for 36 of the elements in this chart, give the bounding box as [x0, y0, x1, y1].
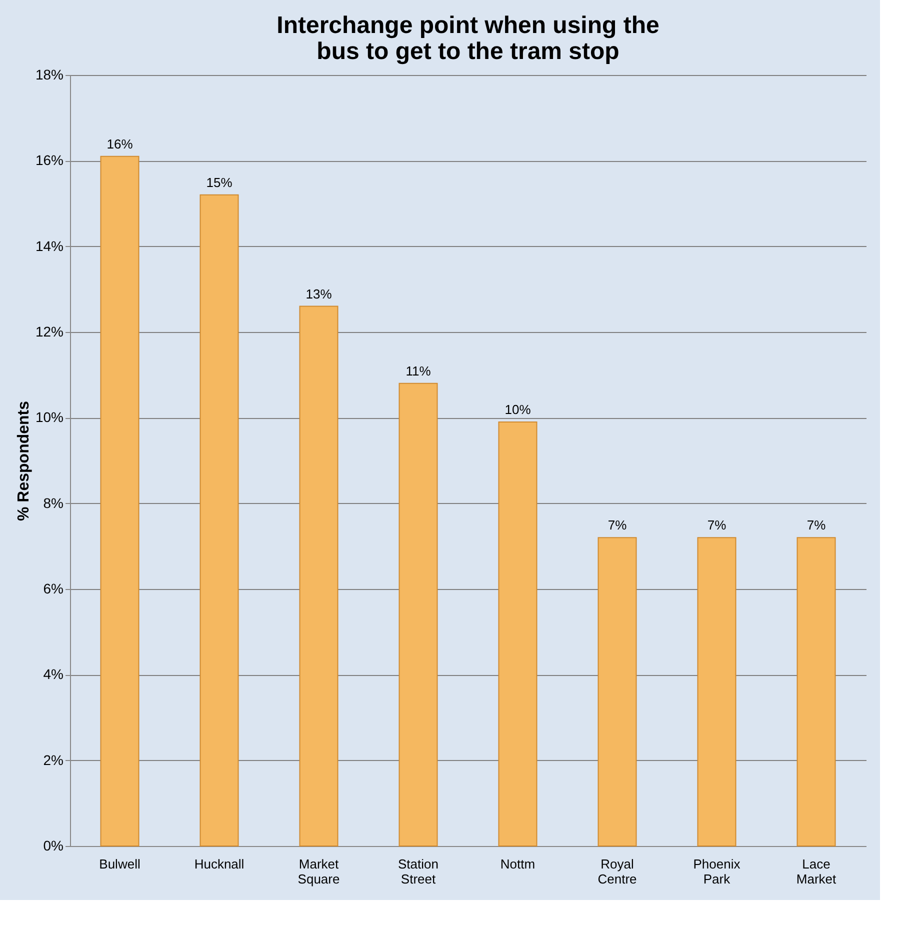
y-tick-label: 4% — [43, 666, 64, 682]
data-label: 16% — [106, 136, 134, 152]
y-tick-label: 14% — [35, 238, 64, 254]
chart-title: Interchange point when using the bus to get to the tram stop — [276, 12, 660, 65]
bar — [498, 421, 538, 846]
bar — [598, 537, 637, 846]
x-tick-label: Hucknall — [194, 856, 244, 872]
y-tick-label: 12% — [35, 324, 64, 340]
data-label: 7% — [806, 518, 826, 533]
bar — [697, 537, 736, 846]
y-tick-label: 8% — [43, 494, 64, 511]
y-tick-label: 2% — [43, 752, 64, 768]
x-tick-label: Royal Centre — [598, 856, 637, 886]
y-tick-label: 16% — [35, 152, 64, 168]
data-label: 13% — [306, 286, 332, 302]
data-label: 7% — [608, 518, 628, 533]
x-tick-label: Market Square — [298, 856, 340, 886]
bar — [100, 156, 140, 846]
bar — [299, 306, 338, 846]
bar — [398, 382, 438, 846]
x-tick-label: Phoenix Park — [693, 856, 741, 886]
data-label: 10% — [504, 402, 532, 417]
data-label: 15% — [206, 174, 233, 190]
y-tick-label: 18% — [35, 66, 64, 82]
y-axis-title: % Respondents — [15, 400, 32, 522]
data-label: 11% — [406, 363, 432, 378]
y-tick-label: 0% — [43, 838, 64, 854]
x-tick-label: Bulwell — [99, 856, 140, 872]
bar — [796, 537, 836, 846]
x-tick-label: Lace Market — [796, 856, 836, 886]
x-tick-label: Station Street — [398, 856, 438, 886]
bar — [200, 194, 239, 846]
y-tick-label: 10% — [35, 409, 64, 426]
data-label: 7% — [707, 518, 727, 533]
x-tick-label: Nottm — [500, 856, 536, 872]
y-tick-label: 6% — [43, 580, 64, 596]
